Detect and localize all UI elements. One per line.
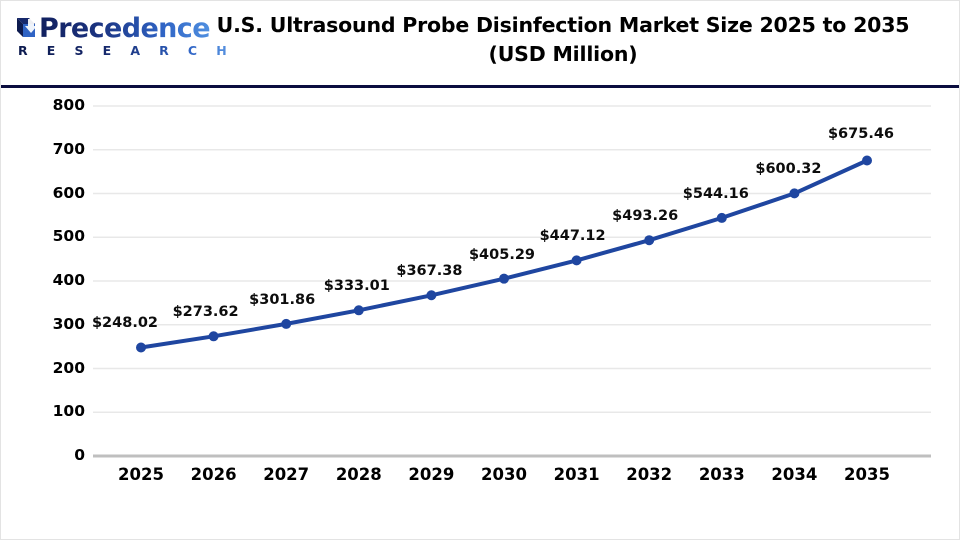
logo-subtitle: R E S E A R C H <box>18 43 235 58</box>
data-point-label: $447.12 <box>539 228 606 245</box>
y-axis-tick-label: 800 <box>52 96 85 114</box>
series-markers <box>136 155 872 353</box>
page-title: U.S. Ultrasound Probe Disinfection Marke… <box>181 11 945 69</box>
x-axis-tick-label: 2027 <box>263 465 310 484</box>
chart-header: Precedence R E S E A R C H U.S. Ultrasou… <box>1 1 959 88</box>
x-axis-tick-label: 2028 <box>335 465 382 484</box>
x-axis-tick-label: 2031 <box>553 465 600 484</box>
data-point-label: $405.29 <box>468 246 536 263</box>
logo-wordmark: Precedence <box>39 13 211 44</box>
y-axis-tick-label: 300 <box>52 314 85 333</box>
data-point-label: $493.26 <box>612 208 679 225</box>
data-point-marker <box>644 235 655 246</box>
precedence-research-logo: Precedence R E S E A R C H <box>15 13 227 69</box>
x-axis-tick-label: 2034 <box>771 465 818 484</box>
y-axis-tick-label: 0 <box>74 446 85 464</box>
data-point-label: $544.16 <box>682 185 749 202</box>
data-point-marker <box>789 188 800 199</box>
data-point-marker <box>571 255 582 266</box>
data-point-marker <box>281 318 292 329</box>
data-point-marker <box>353 305 364 316</box>
data-point-marker <box>208 331 219 342</box>
x-axis-tick-label: 2026 <box>190 465 237 484</box>
x-axis-tick-label: 2025 <box>118 465 164 484</box>
y-axis-tick-label: 500 <box>52 227 85 246</box>
x-axis-tick-label: 2030 <box>481 465 527 484</box>
page-title-line1: U.S. Ultrasound Probe Disinfection Marke… <box>216 13 910 37</box>
chart-plot-area: 0 100 200 300 400 500 600 700 800 2025 2026 2027 20… <box>1 88 959 539</box>
data-point-marker <box>136 342 146 353</box>
x-axis-tick-label: 2029 <box>408 465 455 484</box>
y-axis-tick-label: 400 <box>52 271 85 289</box>
data-point-marker <box>426 290 437 301</box>
data-point-label: $273.62 <box>172 304 239 321</box>
header-divider <box>1 85 959 88</box>
data-point-label: $248.02 <box>91 315 159 332</box>
data-point-marker <box>499 273 509 284</box>
x-axis-tick-label: 2033 <box>698 465 745 484</box>
line-chart-svg <box>93 105 931 458</box>
cube-arrow-icon <box>17 18 37 37</box>
y-axis-tick-label: 100 <box>52 402 85 421</box>
data-point-marker <box>862 155 872 166</box>
data-point-label: $333.01 <box>323 278 390 295</box>
x-axis-tick-label: 2035 <box>844 465 890 484</box>
y-axis-tick-label: 700 <box>52 139 85 158</box>
data-point-label: $675.46 <box>827 126 895 143</box>
data-point-label: $600.32 <box>755 161 822 178</box>
page-title-line2: (USD Million) <box>488 42 638 66</box>
data-point-label: $367.38 <box>396 263 463 280</box>
y-axis-tick-label: 200 <box>52 358 85 377</box>
y-axis-tick-label: 600 <box>52 183 85 202</box>
data-point-label: $301.86 <box>249 291 316 308</box>
data-point-marker <box>716 212 727 223</box>
x-axis-tick-label: 2032 <box>626 465 673 484</box>
